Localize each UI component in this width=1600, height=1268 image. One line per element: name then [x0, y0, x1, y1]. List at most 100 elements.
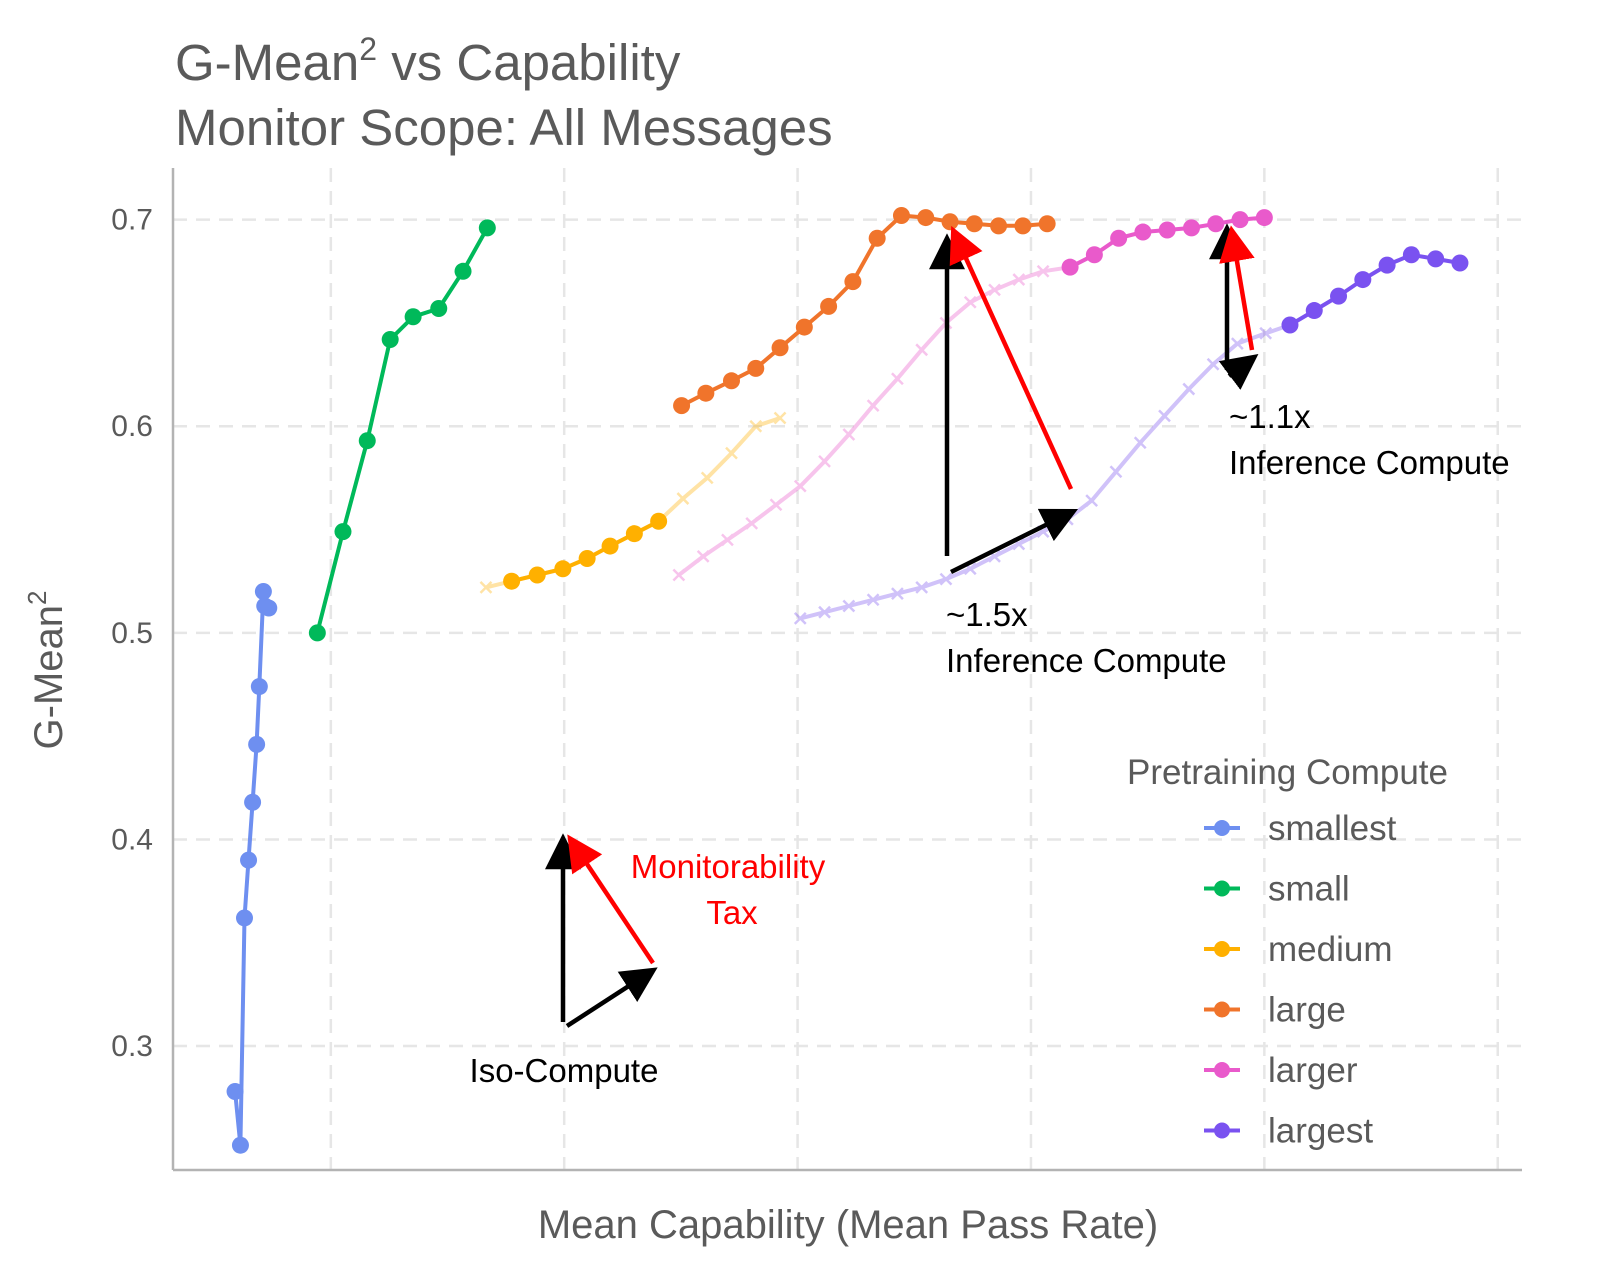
data-point: [1207, 215, 1225, 233]
inference-11-diagonal-arrow: [1218, 353, 1259, 390]
annotations: Iso-Compute Monitorability Tax ~1.5x Inf…: [470, 223, 1510, 1089]
legend-swatch-dot: [1214, 820, 1230, 836]
data-point: [1427, 250, 1445, 268]
inference-11-label-line2: Inference Compute: [1229, 444, 1510, 481]
data-point: [892, 207, 910, 225]
inference-15-label-line1: ~1.5x: [946, 596, 1028, 633]
data-point: [358, 432, 376, 450]
inference-15-label-line2: Inference Compute: [946, 642, 1227, 679]
data-point: [697, 384, 715, 402]
data-point: [404, 308, 422, 326]
data-point: [578, 549, 596, 567]
chart-title-line1: G-Mean2 vs Capability: [175, 31, 681, 91]
inference-15-red-arrow: [949, 225, 1074, 490]
iso-compute-label: Iso-Compute: [470, 1052, 659, 1089]
data-point: [700, 471, 714, 485]
legend-swatch-dot: [1214, 941, 1230, 957]
data-point: [1281, 316, 1299, 334]
data-point: [1206, 357, 1220, 371]
data-point: [793, 479, 807, 493]
series-line: [677, 265, 1071, 577]
data-point: [771, 339, 789, 357]
data-point: [676, 492, 690, 505]
data-point: [990, 217, 1008, 235]
data-point: [1158, 221, 1176, 239]
data-point: [773, 411, 787, 425]
data-point: [866, 399, 880, 412]
y-tick-label: 0.7: [111, 204, 153, 237]
data-point: [503, 572, 521, 590]
data-point: [308, 624, 326, 642]
legend-entry-small: small: [1204, 870, 1350, 909]
data-point: [650, 512, 668, 530]
data-point: [866, 593, 880, 607]
data-point: [248, 735, 266, 753]
y-tick-labels: 0.3 0.4 0.5 0.6 0.7: [111, 204, 153, 1063]
data-point: [260, 599, 278, 617]
data-point: [1378, 256, 1396, 274]
y-axis-title: G-Mean2: [22, 591, 71, 750]
data-point: [454, 262, 472, 280]
data-point: [749, 419, 763, 433]
data-point: [1038, 215, 1056, 233]
data-point: [250, 678, 268, 696]
data-point: [844, 273, 862, 291]
data-point: [1230, 337, 1244, 350]
series-small: [308, 219, 496, 642]
data-point: [254, 583, 272, 601]
y-tick-label: 0.4: [111, 823, 153, 856]
y-tick-label: 0.3: [111, 1030, 153, 1063]
legend-swatch-dot: [1214, 1062, 1230, 1078]
legend-label: medium: [1268, 930, 1392, 969]
data-point: [1259, 326, 1273, 340]
data-point: [1231, 211, 1249, 229]
data-point: [601, 537, 619, 555]
data-point: [1305, 302, 1323, 320]
data-point: [554, 560, 572, 578]
data-point: [891, 372, 904, 386]
data-point: [1085, 246, 1103, 264]
data-point: [1402, 246, 1420, 264]
series-larger-faded: [672, 260, 1077, 582]
data-point: [793, 611, 807, 625]
series-largest-faded: [793, 318, 1297, 625]
data-point: [915, 581, 929, 594]
data-point: [722, 372, 740, 390]
data-point: [745, 516, 759, 530]
data-point: [769, 498, 783, 512]
series-medium-faded: [479, 411, 787, 594]
data-point: [1451, 254, 1469, 272]
data-point: [868, 229, 886, 247]
data-point: [231, 1136, 249, 1154]
data-point: [747, 359, 765, 377]
y-tick-label: 0.5: [111, 617, 153, 650]
monitorability-tax-arrow: [567, 834, 655, 965]
axes: [171, 168, 1522, 1172]
series-line: [233, 589, 270, 1148]
data-point: [963, 295, 977, 309]
data-point: [818, 605, 831, 619]
legend-label: large: [1268, 991, 1346, 1030]
iso-compute-diagonal-arrow: [565, 967, 658, 1028]
legend-entry-smallest: smallest: [1204, 809, 1397, 848]
data-point: [842, 428, 856, 441]
data-point: [240, 851, 258, 869]
data-point: [842, 599, 856, 613]
data-point: [1354, 271, 1372, 289]
legend-swatch-dot: [1214, 1001, 1230, 1018]
data-point: [1330, 287, 1348, 305]
series-medium: [503, 512, 668, 590]
series-large: [673, 207, 1056, 415]
data-point: [1110, 229, 1128, 247]
data-point: [226, 1082, 244, 1100]
data-point: [479, 581, 493, 594]
series-line: [680, 213, 1048, 408]
data-point: [696, 550, 710, 563]
legend-label: larger: [1268, 1051, 1358, 1090]
chart-title-line2: Monitor Scope: All Messages: [175, 99, 833, 156]
legend-title: Pretraining Compute: [1127, 753, 1448, 792]
data-point: [1085, 494, 1099, 508]
legend-label: smallest: [1268, 809, 1397, 848]
legend-swatch-dot: [1214, 880, 1230, 897]
